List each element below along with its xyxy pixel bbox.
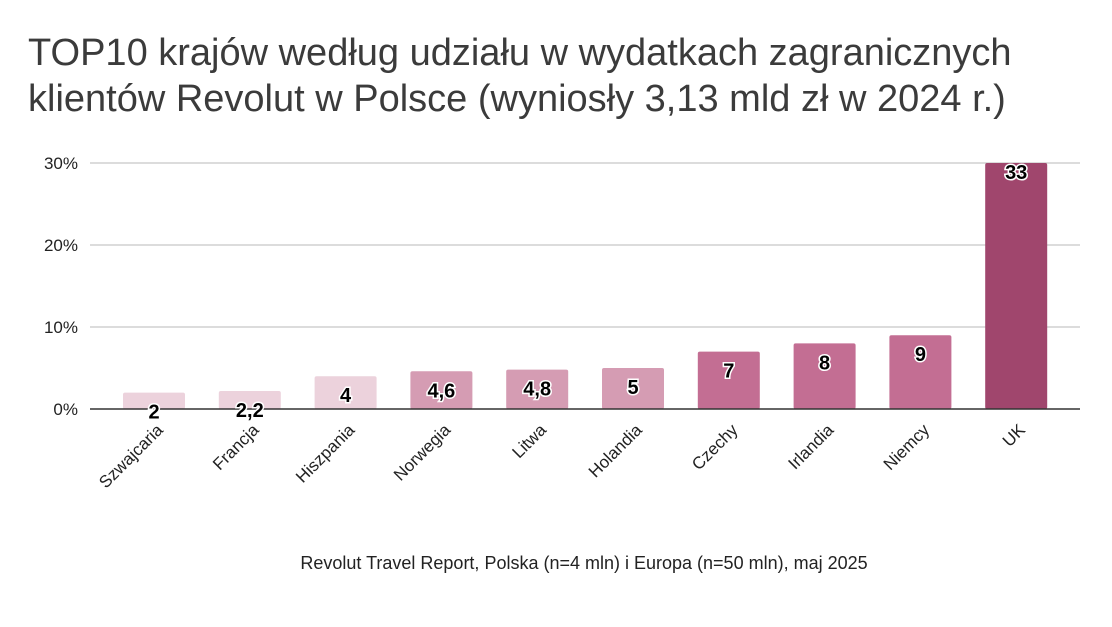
data-label: 2,2: [236, 400, 264, 422]
data-label: 4,8: [523, 379, 551, 401]
x-tick-label: Litwa: [509, 420, 551, 462]
data-label: 33: [1005, 162, 1027, 184]
bar: [793, 343, 856, 409]
bar: [314, 376, 377, 409]
data-label: 8: [819, 352, 830, 374]
data-label: 4,6: [427, 380, 455, 402]
bars: [123, 163, 1048, 409]
x-tick-label: Francja: [209, 420, 263, 474]
x-tick-label: UK: [999, 420, 1030, 451]
bar: [410, 371, 473, 409]
data-label: 5: [627, 377, 638, 399]
gridlines: [90, 162, 1080, 328]
bar: [889, 335, 952, 409]
bar: [985, 163, 1048, 409]
x-axis-tick-labels: Szwajcaria Francja Hiszpania Norwegia Litwa H…: [95, 420, 1029, 492]
x-tick-label: Irlandia: [785, 420, 838, 473]
bar: [602, 368, 664, 409]
x-tick-label: Niemcy: [880, 420, 934, 474]
chart-title-line-1: TOP10 krajów według udziału w wydatkach …: [28, 32, 1012, 74]
data-label: 9: [915, 344, 926, 366]
chart-title-line-2: klientów Revolut w Polsce (wyniosły 3,13…: [28, 78, 1006, 120]
y-tick-label: 10%: [44, 318, 78, 337]
y-tick-label: 0%: [53, 400, 78, 419]
data-label: 4: [340, 385, 352, 407]
bar: [697, 351, 760, 409]
chart-title: TOP10 krajów według udziału w wydatkach …: [28, 30, 1098, 122]
y-tick-label: 20%: [44, 236, 78, 255]
x-tick-label: Holandia: [585, 420, 646, 481]
bar: [218, 390, 281, 409]
bar: [123, 392, 185, 409]
data-labels: 2 2,2 4 4,6 4,8 5 7 8 9 33: [147, 161, 1029, 426]
source-note: Revolut Travel Report, Polska (n=4 mln) …: [300, 553, 868, 573]
x-tick-label: Czechy: [688, 420, 742, 474]
bar: [506, 369, 569, 409]
x-tick-label: Norwegia: [390, 420, 455, 485]
data-label: 2: [148, 402, 159, 424]
y-axis-tick-labels: 0% 10% 20% 30%: [44, 154, 78, 419]
x-tick-label: Szwajcaria: [95, 420, 167, 492]
y-tick-label: 30%: [44, 154, 78, 173]
data-label: 7: [723, 361, 734, 383]
x-tick-label: Hiszpania: [292, 420, 359, 487]
